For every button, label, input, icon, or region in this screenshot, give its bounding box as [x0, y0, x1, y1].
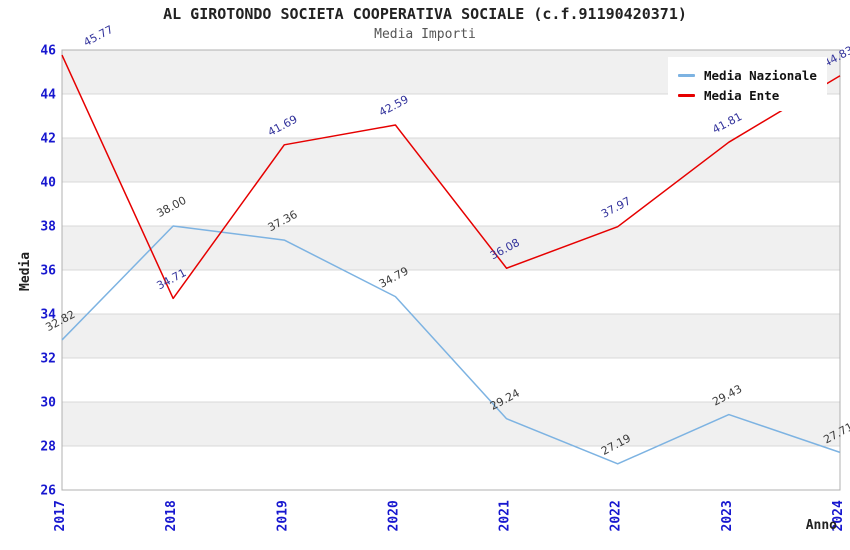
legend-item-media-nazionale: Media Nazionale	[678, 65, 817, 85]
y-tick-label: 26	[40, 484, 56, 499]
plot-band	[62, 138, 840, 182]
y-tick-label: 34	[40, 308, 56, 323]
series-lines	[61, 54, 841, 465]
plot-band	[62, 226, 840, 270]
data-point-label: 38.00	[155, 194, 189, 220]
legend-swatch-nazionale-icon	[678, 73, 695, 77]
data-point-label: 42.59	[377, 93, 411, 119]
x-axis-title: Anno	[806, 518, 837, 533]
y-axis-title: Media	[18, 252, 33, 291]
legend-item-media-ente: Media Ente	[678, 85, 817, 105]
plot-border	[61, 49, 841, 491]
plot-bands	[62, 50, 840, 446]
x-tick-label: 2020	[386, 500, 401, 531]
y-tick-label: 36	[40, 264, 56, 279]
plot-frame	[61, 49, 841, 491]
y-tick-label: 40	[40, 176, 56, 191]
data-point-label: 41.81	[710, 110, 744, 136]
plot-gridlines	[62, 93, 840, 447]
x-tick-label: 2019	[275, 500, 290, 531]
x-tick-label: 2024	[831, 500, 846, 531]
page-title: AL GIROTONDO SOCIETA COOPERATIVA SOCIALE…	[163, 5, 687, 23]
y-tick-label: 32	[40, 352, 56, 367]
data-point-label: 37.97	[599, 194, 633, 220]
plot-band	[62, 314, 840, 358]
y-tick-label: 42	[40, 132, 56, 147]
y-tick-label: 38	[40, 220, 56, 235]
y-tick-label: 44	[40, 88, 56, 103]
y-tick-label: 46	[40, 44, 56, 59]
series-line-media-ente	[61, 54, 841, 300]
chart-legend: Media Nazionale Media Ente	[668, 57, 827, 111]
legend-swatch-ente-icon	[678, 93, 695, 97]
plot-band	[62, 402, 840, 446]
x-tick-label: 2023	[720, 500, 735, 531]
legend-label: Media Ente	[704, 87, 780, 103]
x-tick-label: 2021	[498, 500, 513, 531]
x-tick-label: 2022	[609, 500, 624, 531]
series-line-media-nazionale	[61, 225, 841, 465]
x-tick-label: 2017	[53, 500, 68, 531]
axis-tick-labels: 26 28 30 32 34 36 38 40 42 44 46 2017 2018 2019 2020 20…	[40, 44, 846, 532]
y-tick-label: 30	[40, 396, 56, 411]
x-tick-label: 2018	[164, 500, 179, 531]
data-point-label: 45.77	[81, 23, 115, 49]
data-point-label: 41.69	[266, 113, 300, 139]
y-tick-label: 28	[40, 440, 56, 455]
legend-label: Media Nazionale	[704, 67, 817, 83]
chart-subtitle: Media Importi	[374, 27, 476, 42]
